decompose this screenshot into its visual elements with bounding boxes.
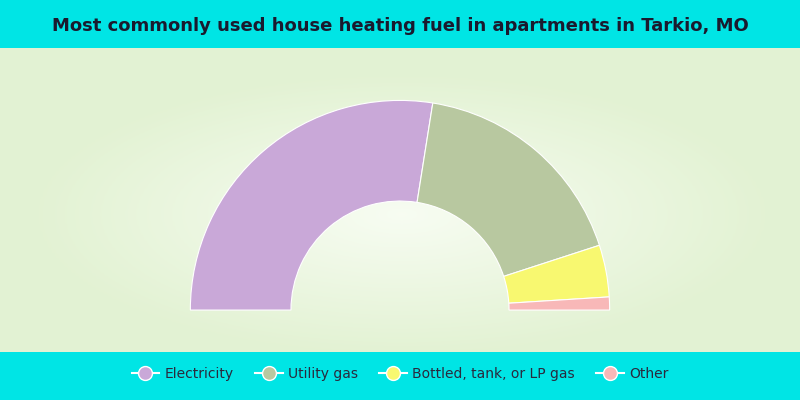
Legend: Electricity, Utility gas, Bottled, tank, or LP gas, Other: Electricity, Utility gas, Bottled, tank,… xyxy=(131,367,669,381)
Wedge shape xyxy=(417,103,599,276)
Wedge shape xyxy=(509,297,610,310)
Text: Most commonly used house heating fuel in apartments in Tarkio, MO: Most commonly used house heating fuel in… xyxy=(52,17,748,35)
Wedge shape xyxy=(504,245,610,303)
Wedge shape xyxy=(190,100,433,310)
